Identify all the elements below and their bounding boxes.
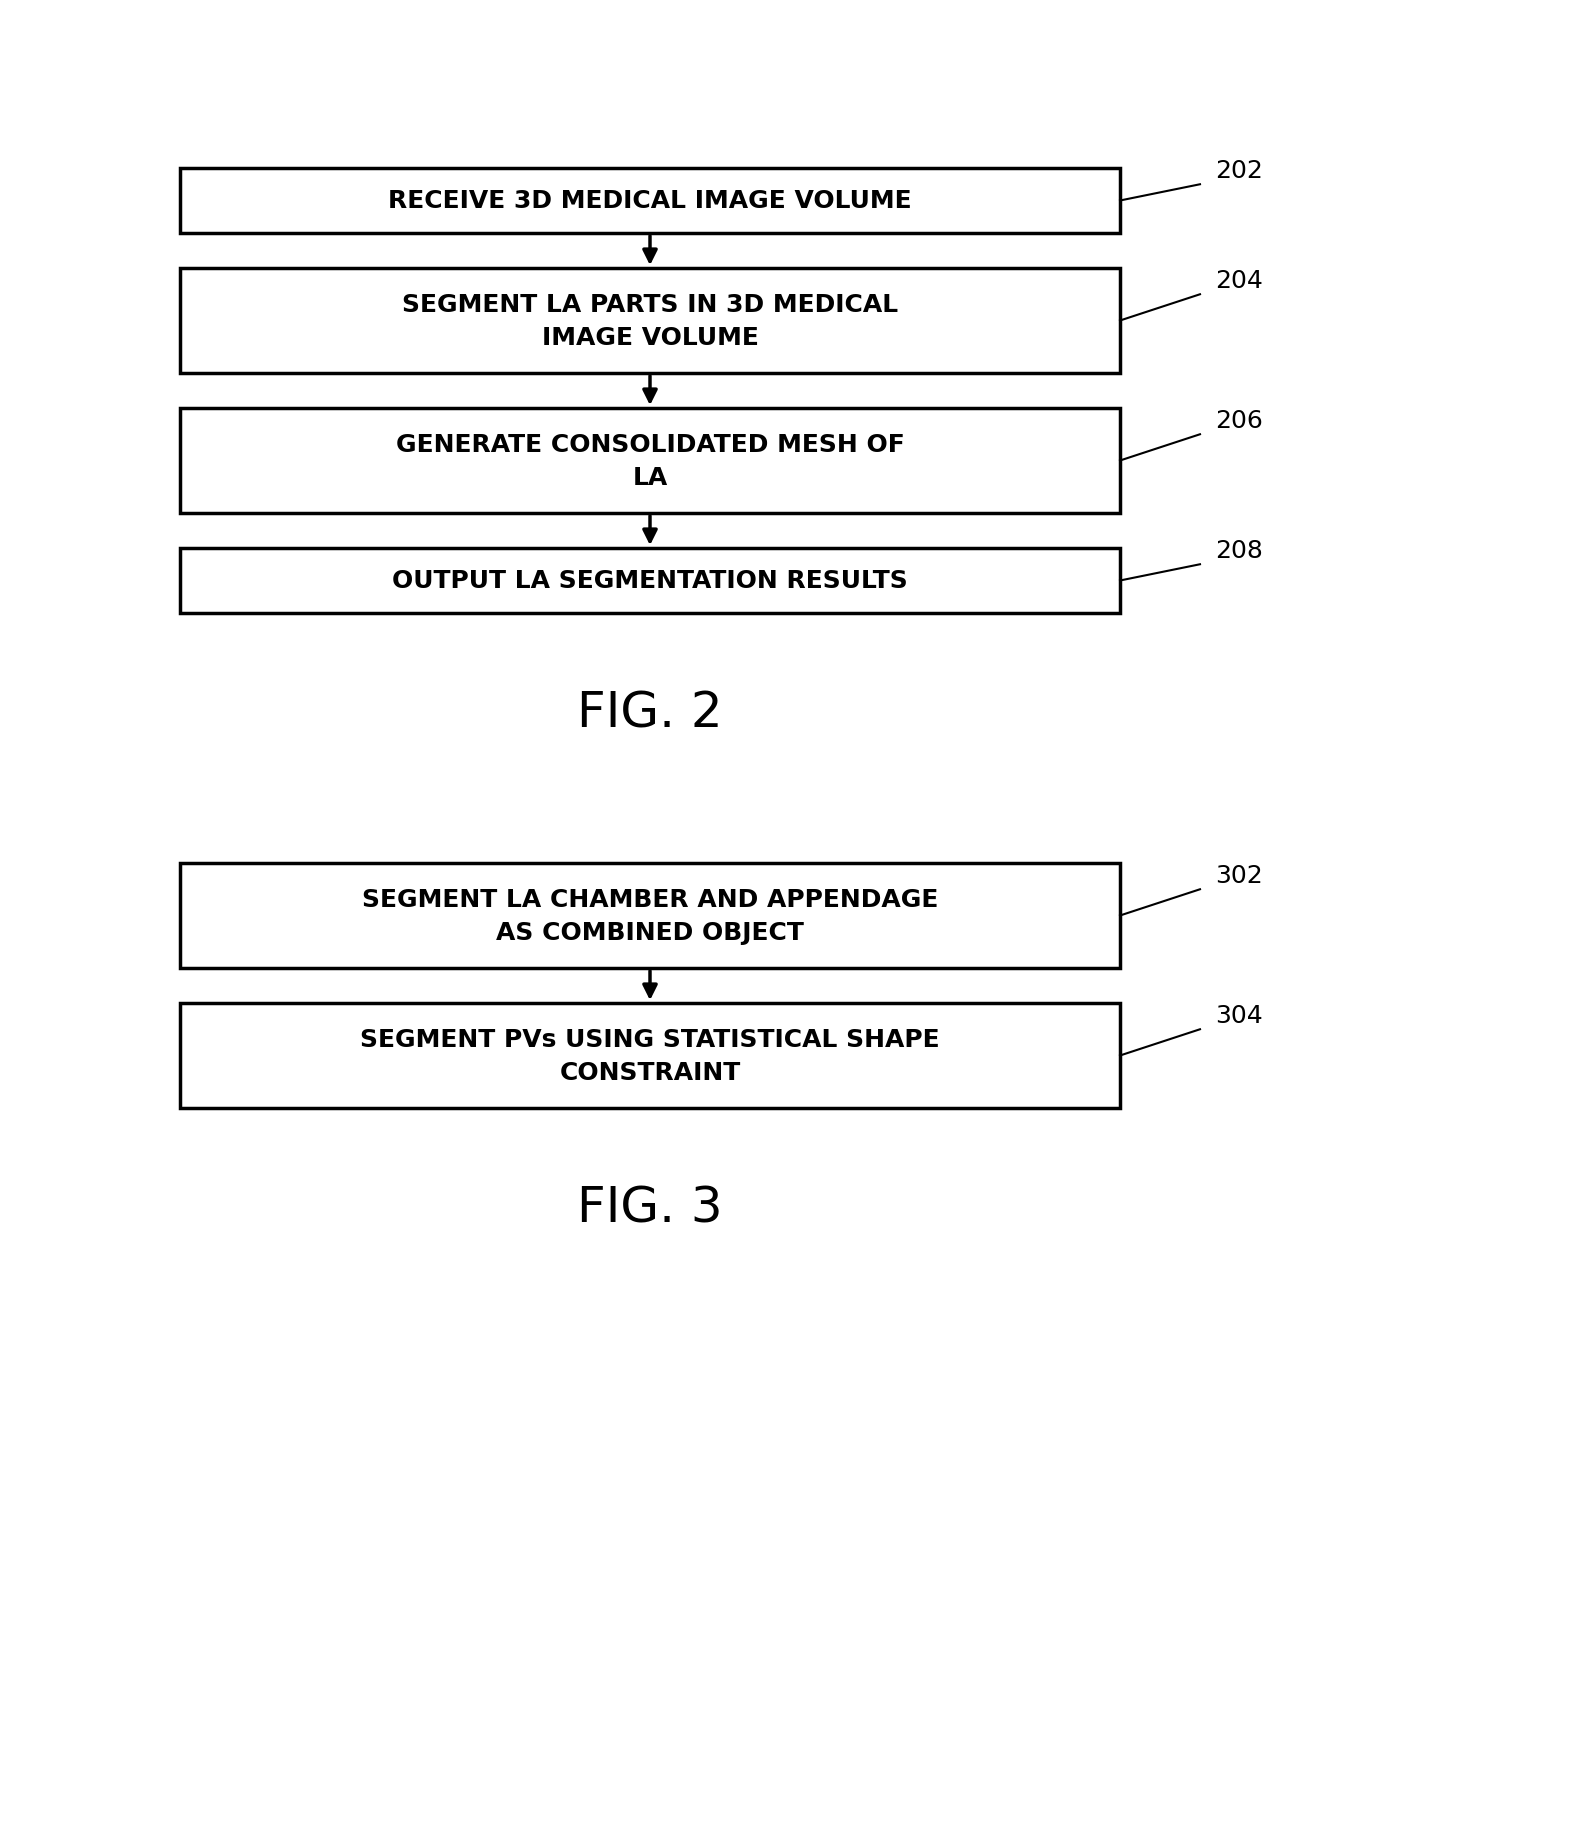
Text: 208: 208 — [1216, 540, 1263, 564]
Text: GENERATE CONSOLIDATED MESH OF
LA: GENERATE CONSOLIDATED MESH OF LA — [395, 432, 904, 490]
FancyBboxPatch shape — [180, 268, 1119, 373]
Text: FIG. 2: FIG. 2 — [577, 689, 723, 737]
Text: 202: 202 — [1216, 159, 1263, 183]
Text: OUTPUT LA SEGMENTATION RESULTS: OUTPUT LA SEGMENTATION RESULTS — [392, 569, 907, 593]
Text: FIG. 3: FIG. 3 — [577, 1185, 723, 1233]
Text: 304: 304 — [1216, 1003, 1263, 1027]
FancyBboxPatch shape — [180, 549, 1119, 614]
Text: SEGMENT PVs USING STATISTICAL SHAPE
CONSTRAINT: SEGMENT PVs USING STATISTICAL SHAPE CONS… — [360, 1027, 939, 1085]
FancyBboxPatch shape — [180, 168, 1119, 235]
Text: RECEIVE 3D MEDICAL IMAGE VOLUME: RECEIVE 3D MEDICAL IMAGE VOLUME — [389, 188, 912, 213]
FancyBboxPatch shape — [180, 863, 1119, 968]
FancyBboxPatch shape — [180, 1003, 1119, 1109]
Text: 204: 204 — [1216, 270, 1263, 294]
Text: 206: 206 — [1216, 408, 1263, 432]
FancyBboxPatch shape — [180, 408, 1119, 514]
Text: SEGMENT LA CHAMBER AND APPENDAGE
AS COMBINED OBJECT: SEGMENT LA CHAMBER AND APPENDAGE AS COMB… — [362, 887, 938, 944]
Text: SEGMENT LA PARTS IN 3D MEDICAL
IMAGE VOLUME: SEGMENT LA PARTS IN 3D MEDICAL IMAGE VOL… — [402, 292, 898, 349]
Text: 302: 302 — [1216, 863, 1263, 887]
